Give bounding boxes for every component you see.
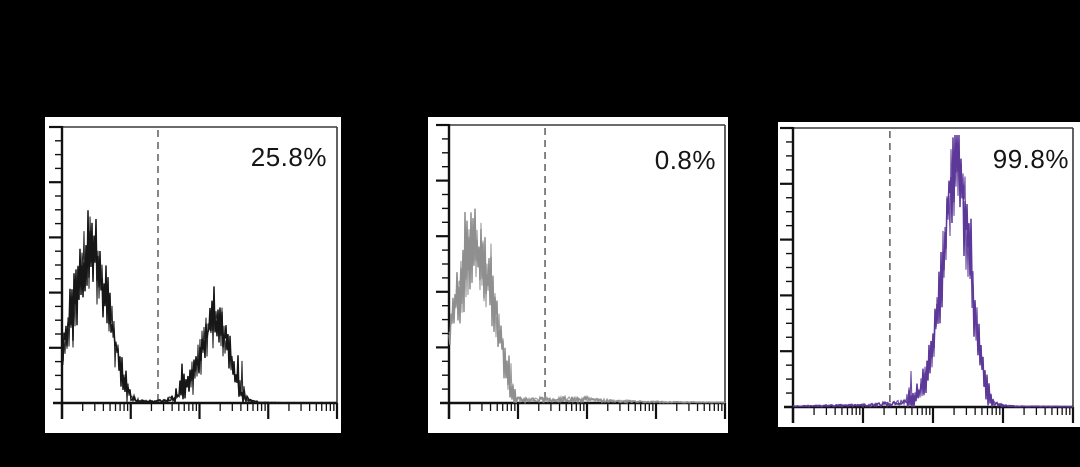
histogram-trace-overlay <box>448 209 726 404</box>
histogram-trace <box>792 134 1073 409</box>
histogram-plot-2 <box>436 123 727 419</box>
percent-label-3: 99.8% <box>992 144 1069 174</box>
histogram-trace-overlay <box>792 134 1073 408</box>
histogram-trace-overlay <box>61 216 338 404</box>
histogram-trace <box>448 208 726 405</box>
percent-label-1: 25.8% <box>250 142 327 172</box>
histogram-plot-1 <box>49 125 339 419</box>
histogram-trace <box>61 210 338 404</box>
flow-histogram-panel-1: 25.8% <box>45 117 341 433</box>
percent-label-2: 0.8% <box>654 145 716 175</box>
histogram-plot-3 <box>780 126 1075 423</box>
flow-histogram-panel-2: 0.8% <box>428 117 728 433</box>
flow-histogram-panel-3: 99.8% <box>778 122 1080 427</box>
